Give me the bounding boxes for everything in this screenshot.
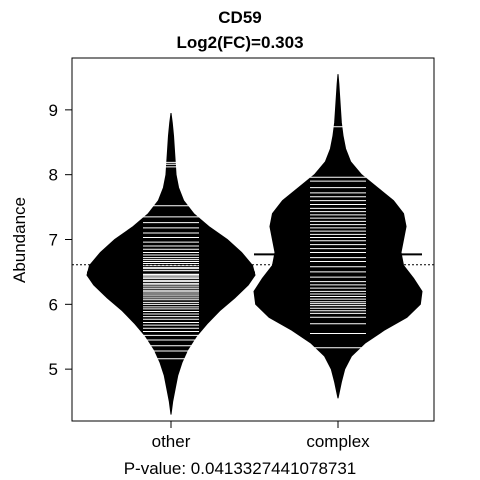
- chart-subtitle: Log2(FC)=0.303: [176, 33, 303, 52]
- y-tick-label: 7: [49, 231, 58, 250]
- x-tick-label: other: [152, 432, 191, 451]
- x-axis: other complex: [152, 421, 370, 451]
- x-tick-label: complex: [306, 432, 370, 451]
- x-axis-label: P-value: 0.0413327441078731: [124, 459, 357, 478]
- bean-complex: [253, 74, 423, 399]
- plot-layer: [72, 74, 434, 415]
- y-tick-label: 8: [49, 166, 58, 185]
- bean-other: [86, 113, 256, 415]
- bean-shape-complex: [253, 74, 423, 399]
- y-axis: 5 6 7 8 9: [49, 101, 72, 379]
- y-axis-label: Abundance: [10, 197, 29, 283]
- chart-title: CD59: [218, 8, 261, 27]
- y-tick-label: 6: [49, 295, 58, 314]
- y-tick-label: 9: [49, 101, 58, 120]
- y-tick-label: 5: [49, 360, 58, 379]
